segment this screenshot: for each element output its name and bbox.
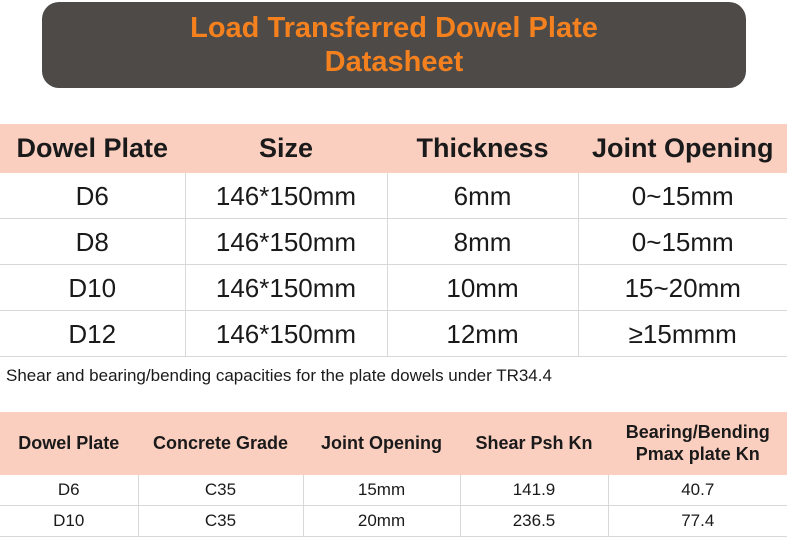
cell-dowel-plate: D8	[0, 218, 186, 265]
column-header-bearing-bending-pmax: Bearing/Bending Pmax plate Kn	[608, 412, 787, 475]
cell-joint-opening: 0~15mm	[578, 172, 787, 219]
cell-joint-opening: 0~15mm	[578, 218, 787, 265]
column-header-size: Size	[185, 124, 388, 173]
cell-size: 146*150mm	[185, 310, 388, 357]
table-header-row: Dowel Plate Concrete Grade Joint Opening…	[0, 412, 787, 475]
table-row: D6 C35 15mm 141.9 40.7	[0, 474, 787, 506]
cell-shear-psh: 141.9	[460, 474, 609, 506]
table-row: D10 146*150mm 10mm 15~20mm	[0, 264, 787, 311]
cell-dowel-plate: D10	[0, 505, 139, 537]
table-row: D8 146*150mm 8mm 0~15mm	[0, 218, 787, 265]
cell-concrete-grade: C35	[138, 505, 304, 537]
table-header-row: Dowel Plate Size Thickness Joint Opening	[0, 124, 787, 173]
cell-dowel-plate: D6	[0, 172, 186, 219]
cell-dowel-plate: D6	[0, 474, 139, 506]
cell-thickness: 8mm	[387, 218, 579, 265]
table-row: D10 C35 20mm 236.5 77.4	[0, 505, 787, 537]
cell-thickness: 6mm	[387, 172, 579, 219]
column-header-thickness: Thickness	[387, 124, 579, 173]
table-row: D6 146*150mm 6mm 0~15mm	[0, 172, 787, 219]
cell-dowel-plate: D12	[0, 310, 186, 357]
column-header-joint-opening: Joint Opening	[578, 124, 787, 173]
title-banner: Load Transferred Dowel Plate Datasheet	[42, 2, 746, 88]
table-row: D12 146*150mm 12mm ≥15mmm	[0, 310, 787, 357]
column-header-joint-opening: Joint Opening	[303, 412, 461, 475]
capacities-caption: Shear and bearing/bending capacities for…	[6, 366, 552, 385]
cell-dowel-plate: D10	[0, 264, 186, 311]
cell-thickness: 12mm	[387, 310, 579, 357]
cell-joint-opening: 20mm	[303, 505, 461, 537]
column-header-concrete-grade: Concrete Grade	[138, 412, 304, 475]
cell-joint-opening: 15mm	[303, 474, 461, 506]
cell-concrete-grade: C35	[138, 474, 304, 506]
dowel-plate-spec-table: Dowel Plate Size Thickness Joint Opening…	[0, 124, 787, 357]
cell-size: 146*150mm	[185, 218, 388, 265]
cell-thickness: 10mm	[387, 264, 579, 311]
cell-joint-opening: 15~20mm	[578, 264, 787, 311]
column-header-shear-psh-kn: Shear Psh Kn	[460, 412, 609, 475]
cell-size: 146*150mm	[185, 172, 388, 219]
cell-shear-psh: 236.5	[460, 505, 609, 537]
cell-bearing-bending-pmax: 77.4	[608, 505, 787, 537]
dowel-capacity-table: Dowel Plate Concrete Grade Joint Opening…	[0, 412, 787, 537]
cell-bearing-bending-pmax: 40.7	[608, 474, 787, 506]
page-title: Load Transferred Dowel Plate Datasheet	[190, 12, 598, 78]
column-header-dowel-plate: Dowel Plate	[0, 412, 139, 475]
cell-joint-opening: ≥15mmm	[578, 310, 787, 357]
cell-size: 146*150mm	[185, 264, 388, 311]
column-header-dowel-plate: Dowel Plate	[0, 124, 186, 173]
